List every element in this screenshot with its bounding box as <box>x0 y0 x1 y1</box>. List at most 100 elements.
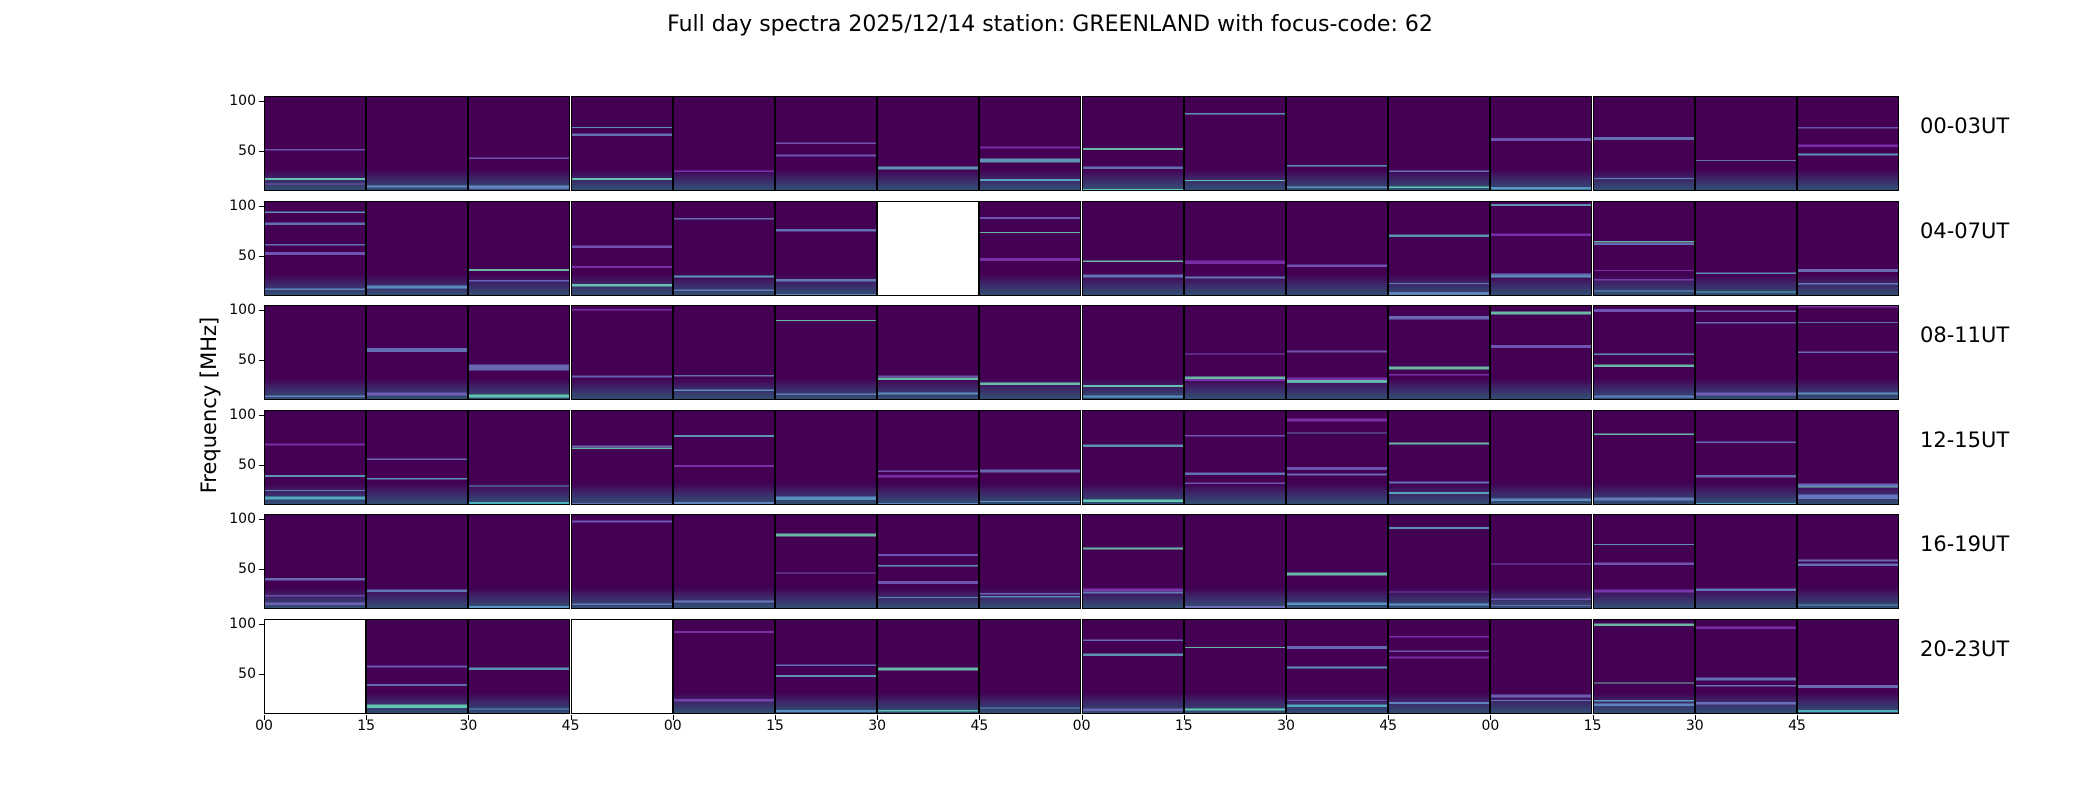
spectrum-tile <box>570 409 673 505</box>
spectrum-tile <box>672 96 775 191</box>
y-tick-label: 50 <box>238 561 256 577</box>
x-tick-mark <box>468 715 470 720</box>
spectrum-tile <box>1797 514 1899 609</box>
spectrum-tile-missing <box>570 618 673 714</box>
spectrum-tile <box>775 200 877 296</box>
spectrum-tile <box>1388 514 1491 609</box>
spectrum-tile <box>1592 514 1695 609</box>
spectrum-tile <box>366 618 469 714</box>
spectrum-tile <box>979 409 1082 505</box>
spectra-row <box>259 618 1899 714</box>
x-tick-mark <box>366 715 368 720</box>
spectrum-tile <box>979 305 1082 400</box>
row-time-label: 16-19UT <box>1920 532 2010 556</box>
spectrum-tile <box>468 618 571 714</box>
x-tick-label: 00 <box>255 718 273 734</box>
y-tick-mark <box>259 519 264 520</box>
spectrum-tile <box>570 305 673 400</box>
spectrum-tile <box>1388 200 1491 296</box>
spectrum-tile <box>1183 305 1286 400</box>
spectrum-tile <box>877 514 980 609</box>
spectrum-tile <box>468 305 571 400</box>
y-tick-label: 100 <box>229 615 256 632</box>
spectrum-tile <box>1694 305 1797 400</box>
spectrum-tile <box>1286 514 1388 609</box>
y-tick-label: 100 <box>229 511 256 527</box>
y-tick-label: 50 <box>238 143 256 159</box>
y-tick-mark <box>259 255 264 257</box>
row-time-label: 04-07UT <box>1920 218 2010 243</box>
spectrum-tile <box>1592 618 1695 714</box>
spectrum-tile <box>570 514 673 609</box>
spectrum-tile <box>775 409 877 505</box>
x-tick-mark <box>1694 715 1696 720</box>
spectrum-tile <box>1388 305 1491 400</box>
spectrum-tile <box>775 305 877 400</box>
x-tick-mark <box>1592 715 1594 720</box>
y-tick-mark <box>259 151 264 152</box>
spectra-row <box>259 96 1899 191</box>
x-tick-mark <box>1388 715 1390 720</box>
spectrum-tile <box>468 96 571 191</box>
spectrum-tile <box>468 409 571 505</box>
x-tick-label: 15 <box>357 718 376 734</box>
x-tick-label: 45 <box>1788 718 1806 734</box>
x-tick-label: 30 <box>868 718 887 734</box>
spectrum-tile <box>1694 96 1797 191</box>
spectra-row <box>259 514 1899 609</box>
row-time-label: 00-03UT <box>1920 114 2010 138</box>
y-tick-mark <box>259 569 264 570</box>
spectrum-tile <box>877 96 980 191</box>
spectrum-tile <box>979 200 1082 296</box>
x-tick-mark <box>672 715 674 720</box>
spectrum-tile <box>1490 618 1593 714</box>
x-tick-label: 45 <box>561 718 580 734</box>
y-tick-label: 50 <box>238 665 256 682</box>
spectrum-tile <box>672 409 775 505</box>
y-tick-mark <box>259 310 264 311</box>
spectrum-tile <box>672 618 775 714</box>
x-tick-mark <box>1286 715 1287 720</box>
spectrum-tile <box>468 200 571 296</box>
spectrum-tile <box>1592 409 1695 505</box>
spectrum-tile <box>1183 96 1286 191</box>
spectrum-tile <box>979 96 1082 191</box>
x-tick-label: 45 <box>970 718 989 734</box>
x-tick-label: 15 <box>766 718 784 734</box>
x-tick-label: 00 <box>663 718 682 734</box>
spectrum-tile <box>1694 200 1797 296</box>
x-tick-label: 00 <box>1072 718 1091 734</box>
spectrum-tile <box>1081 200 1184 296</box>
spectrum-tile <box>775 514 877 609</box>
spectrum-tile <box>1388 409 1491 505</box>
y-tick-mark <box>259 673 264 675</box>
spectrum-tile <box>672 200 775 296</box>
spectrum-tile <box>366 200 469 296</box>
spectrum-tile <box>1490 200 1593 296</box>
x-tick-label: 15 <box>1583 718 1602 734</box>
y-tick-mark <box>259 623 264 625</box>
spectrum-tile <box>775 618 877 714</box>
x-tick-mark <box>1081 715 1083 720</box>
spectrum-tile <box>979 514 1082 609</box>
spectrum-tile <box>264 409 366 505</box>
y-tick-label: 50 <box>238 352 256 368</box>
spectrum-tile <box>1694 618 1797 714</box>
spectrum-tile <box>1183 409 1286 505</box>
spectrum-tile <box>366 409 469 505</box>
spectrum-tile <box>1490 305 1593 400</box>
spectrum-tile <box>570 96 673 191</box>
spectrum-tile <box>1286 200 1388 296</box>
spectrum-tile <box>1286 305 1388 400</box>
x-tick-mark <box>1490 715 1492 720</box>
x-tick-label: 15 <box>1174 718 1193 734</box>
spectrum-tile <box>1081 305 1184 400</box>
spectrum-tile <box>1592 305 1695 400</box>
spectrum-tile <box>1592 200 1695 296</box>
spectrum-tile <box>366 305 469 400</box>
y-tick-label: 100 <box>229 302 256 318</box>
spectrum-tile <box>1081 96 1184 191</box>
spectrum-tile <box>366 96 469 191</box>
row-time-label: 20-23UT <box>1920 636 2010 661</box>
x-tick-mark <box>570 715 572 720</box>
